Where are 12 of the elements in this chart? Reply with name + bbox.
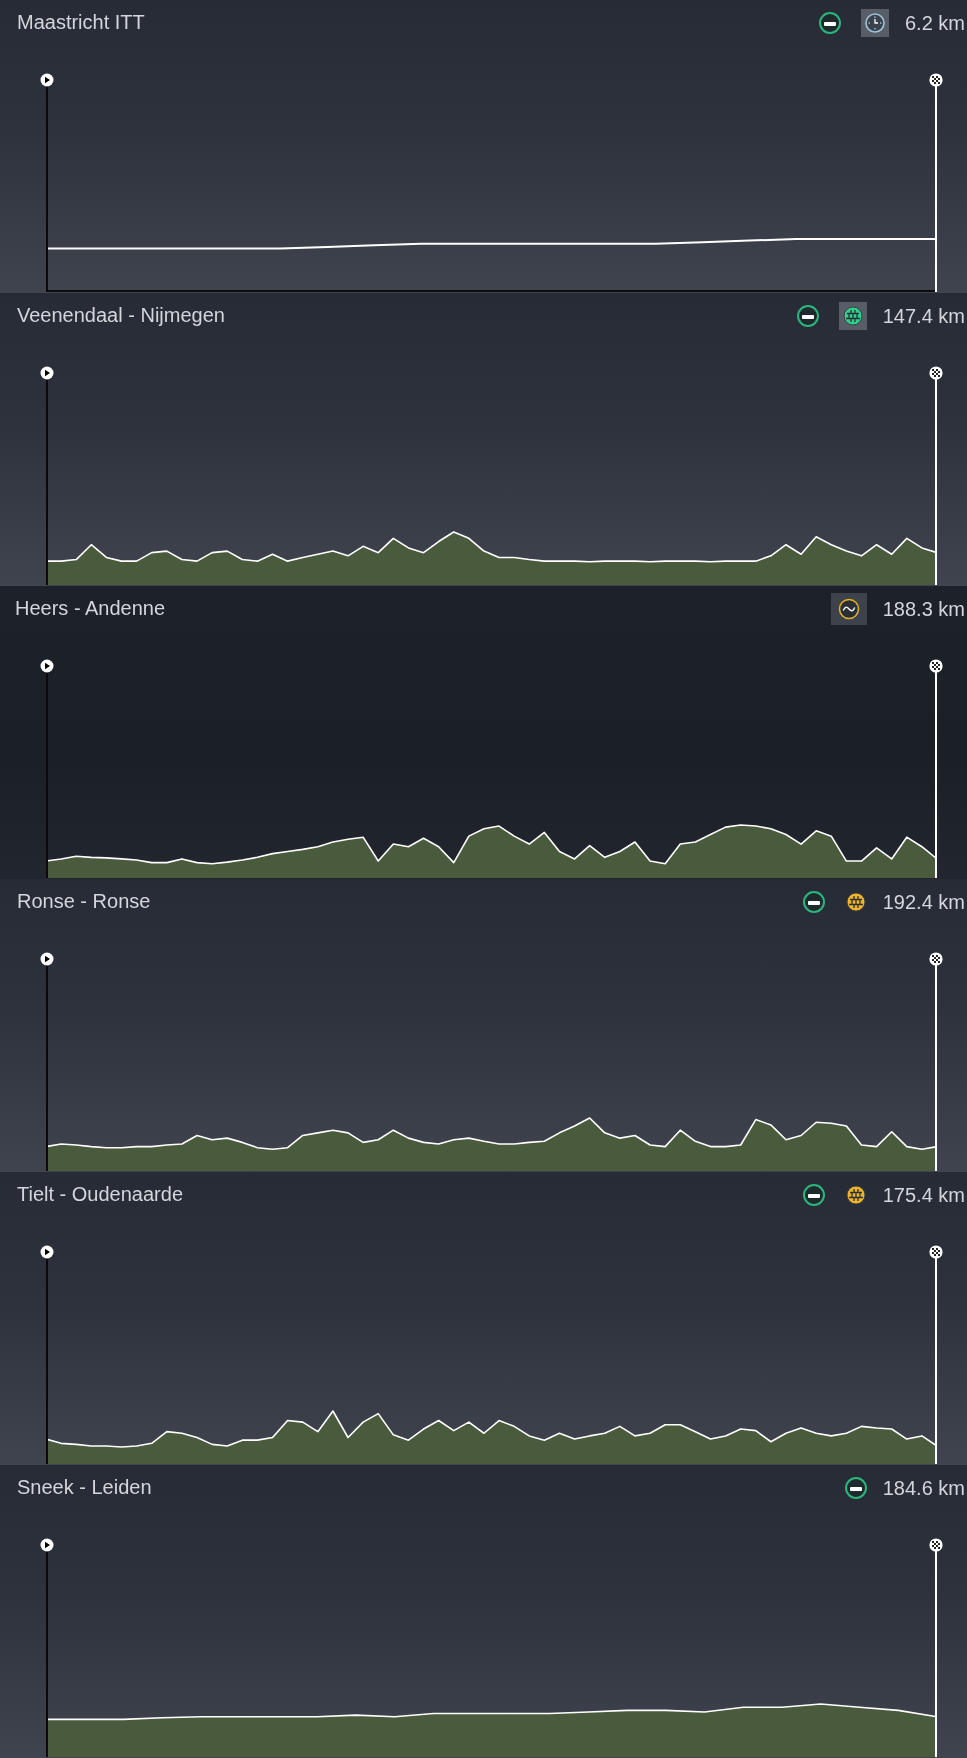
chart-title: Sneek - Leiden — [17, 1475, 152, 1499]
text: 147.4 km — [882, 304, 965, 328]
text: 175.4 km — [882, 1183, 965, 1207]
text: 184.6 km — [882, 1476, 965, 1500]
text: 188.3 km — [882, 597, 965, 621]
text: 6.2 km — [904, 11, 965, 35]
chart-title: Maastricht ITT — [17, 10, 145, 34]
text: 192.4 km — [882, 890, 965, 914]
chart-title: Veenendaal - Nijmegen — [17, 303, 225, 327]
chart-title: Heers - Andenne — [15, 596, 166, 620]
chart-title: Tielt - Oudenaarde — [17, 1182, 184, 1206]
chart-title: Ronse - Ronse — [17, 889, 151, 913]
